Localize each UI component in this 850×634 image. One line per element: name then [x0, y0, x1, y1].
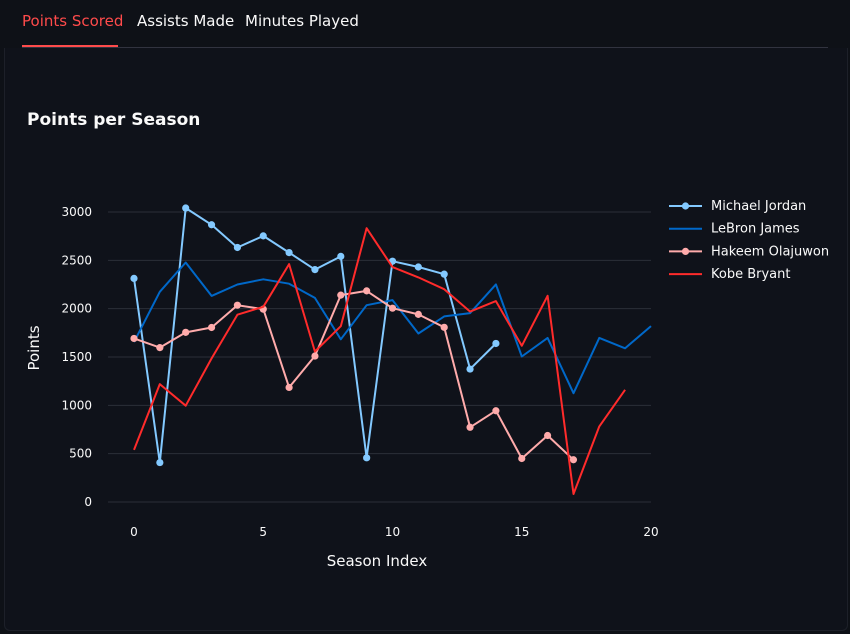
x-tick-label: 10 [385, 525, 400, 539]
y-tick-label: 500 [69, 447, 92, 461]
x-tick-label: 0 [130, 525, 138, 539]
data-point [440, 323, 448, 331]
series-lebron-james [133, 261, 652, 395]
tab-assists-made[interactable]: Assists Made [137, 12, 235, 30]
legend-item: LeBron James [669, 222, 800, 237]
x-tick-label: 15 [514, 525, 529, 539]
data-point [285, 383, 293, 392]
y-tick-label: 1000 [61, 398, 92, 412]
data-point [259, 232, 267, 240]
legend-item: Hakeem Olajuwon [669, 244, 829, 259]
data-point [440, 270, 448, 278]
data-point [466, 365, 474, 373]
series-michael-jordan [130, 204, 500, 467]
series-line [133, 207, 497, 464]
chart-title: Points per Season [27, 110, 201, 130]
tab-points-scored[interactable]: Points Scored [22, 12, 124, 30]
series-kobe-bryant [133, 227, 626, 495]
tab-minutes-played[interactable]: Minutes Played [245, 12, 359, 30]
data-point [156, 344, 164, 352]
data-point [518, 454, 526, 463]
data-point [233, 301, 241, 309]
data-point [182, 204, 190, 212]
tab-panel [4, 48, 848, 631]
x-tick-label: 5 [259, 525, 267, 539]
data-point [388, 304, 397, 312]
legend-label: LeBron James [711, 222, 800, 237]
data-point [363, 287, 371, 295]
data-point [363, 454, 371, 462]
legend-marker [681, 202, 690, 210]
data-point [130, 334, 138, 343]
legend-item: Michael Jordan [669, 199, 806, 214]
active-tab-indicator [22, 45, 118, 47]
data-point [285, 249, 293, 257]
legend-marker [681, 247, 690, 255]
series-line [133, 261, 652, 395]
x-tick-label: 20 [643, 525, 658, 539]
data-point [130, 274, 138, 283]
y-tick-label: 0 [84, 495, 92, 509]
data-point [492, 407, 500, 415]
y-tick-label: 2500 [61, 253, 92, 267]
y-axis-label: Points [25, 325, 43, 370]
x-axis-label: Season Index [327, 552, 428, 570]
data-point [544, 431, 552, 440]
data-point [414, 263, 422, 271]
y-tick-label: 1500 [61, 350, 92, 364]
tab-bar: Points Scored Assists Made Minutes Playe… [22, 0, 828, 48]
data-point [337, 291, 345, 299]
data-point [207, 323, 216, 332]
legend-label: Kobe Bryant [711, 267, 790, 282]
legend-label: Michael Jordan [711, 199, 806, 214]
series-lines [130, 204, 652, 495]
y-axis-ticks: 0 500 1000 1500 2000 2500 3000 [61, 205, 92, 509]
y-tick-label: 3000 [61, 205, 92, 219]
data-point [414, 310, 422, 318]
data-point [207, 221, 216, 229]
data-point [233, 243, 241, 252]
data-point [311, 266, 319, 274]
data-point [156, 458, 164, 467]
series-line [133, 289, 575, 461]
series-line [133, 227, 626, 495]
data-point [311, 352, 319, 360]
data-point [337, 252, 345, 260]
legend-label: Hakeem Olajuwon [711, 244, 829, 259]
data-point [569, 456, 578, 464]
legend: Michael Jordan LeBron James Hakeem Olajuwo… [669, 199, 829, 282]
y-tick-label: 2000 [61, 302, 92, 316]
legend-item: Kobe Bryant [669, 267, 790, 282]
x-axis-ticks: 0 5 10 15 20 [130, 525, 658, 539]
series-hakeem-olajuwon [130, 287, 578, 464]
data-point [466, 423, 474, 431]
data-point [182, 328, 190, 336]
data-point [492, 339, 500, 348]
